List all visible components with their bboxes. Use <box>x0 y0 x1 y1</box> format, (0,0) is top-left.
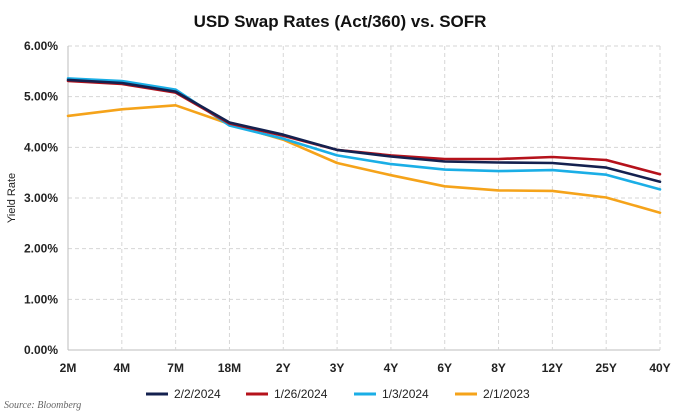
y-tick-label: 4.00% <box>24 140 58 154</box>
series-line-1-3-2024 <box>66 77 662 191</box>
gridlines <box>67 45 661 351</box>
x-tick-label: 4M <box>113 361 130 375</box>
y-tick-label: 0.00% <box>24 343 58 357</box>
x-axis-ticks: 2M 4M 7M 18M 2Y 3Y 4Y 6Y 8Y 12Y 25Y 40Y <box>60 361 671 375</box>
chart-title: USD Swap Rates (Act/360) vs. SOFR <box>194 12 487 31</box>
legend-label: 1/3/2024 <box>382 387 429 401</box>
legend-label: 1/26/2024 <box>274 387 328 401</box>
x-tick-label: 2Y <box>276 361 291 375</box>
legend-label: 2/2/2024 <box>174 387 221 401</box>
series-line-2-2-2024 <box>66 78 662 184</box>
y-tick-label: 6.00% <box>24 39 58 53</box>
legend: 2/2/2024 1/26/2024 1/3/2024 2/1/2023 <box>146 387 530 401</box>
y-tick-label: 3.00% <box>24 191 58 205</box>
x-tick-label: 6Y <box>437 361 452 375</box>
y-axis-ticks: 0.00% 1.00% 2.00% 3.00% 4.00% 5.00% 6.00% <box>24 39 58 357</box>
source-note: Source: Bloomberg <box>4 400 81 411</box>
x-tick-label: 2M <box>60 361 77 375</box>
y-tick-label: 5.00% <box>24 90 58 104</box>
x-tick-label: 4Y <box>384 361 399 375</box>
x-tick-label: 3Y <box>330 361 345 375</box>
x-tick-label: 40Y <box>649 361 670 375</box>
x-tick-label: 8Y <box>491 361 506 375</box>
x-tick-label: 7M <box>167 361 184 375</box>
series-line-2-1-2023 <box>66 104 662 214</box>
x-tick-label: 25Y <box>596 361 617 375</box>
y-axis-label: Yield Rate <box>6 173 18 223</box>
x-tick-label: 12Y <box>542 361 563 375</box>
x-tick-label: 18M <box>218 361 241 375</box>
y-tick-label: 2.00% <box>24 242 58 256</box>
y-tick-label: 1.00% <box>24 292 58 306</box>
legend-label: 2/1/2023 <box>483 387 530 401</box>
series-lines <box>66 77 662 214</box>
